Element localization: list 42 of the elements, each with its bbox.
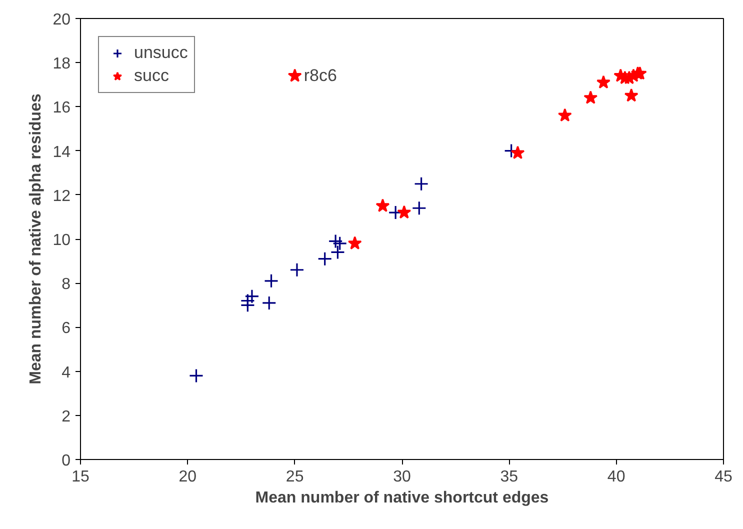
- y-tick-label: 2: [62, 408, 71, 426]
- point: [188, 368, 204, 384]
- x-tick-label: 35: [500, 468, 518, 486]
- point: [596, 75, 610, 89]
- x-tick-label: 25: [286, 468, 304, 486]
- y-axis-title: Mean number of native alpha residues: [28, 94, 45, 384]
- x-tick-label: 30: [393, 468, 411, 486]
- y-tick-label: 14: [52, 144, 71, 161]
- point: [414, 176, 429, 192]
- legend-label: unsucc: [134, 43, 188, 63]
- point: [624, 88, 638, 102]
- y-tick-label: 16: [52, 100, 71, 117]
- point: [584, 90, 598, 104]
- x-tick-label: 45: [714, 468, 732, 486]
- point: [328, 234, 343, 249]
- point: [558, 108, 572, 122]
- point: [330, 244, 345, 260]
- x-axis-title: Mean number of native shortcut edges: [255, 490, 549, 506]
- point: [376, 198, 390, 212]
- point: [397, 205, 412, 219]
- point: [332, 236, 348, 251]
- y-tick-label: 12: [52, 188, 71, 205]
- point: [318, 252, 332, 266]
- y-tick-label: 4: [62, 364, 71, 382]
- point: [262, 296, 276, 310]
- x-tick-label: 15: [72, 468, 90, 486]
- point: [412, 200, 426, 216]
- point: [290, 262, 304, 278]
- legend-label: succ: [134, 66, 169, 86]
- y-tick-label: 0: [62, 452, 71, 470]
- y-tick-label: 6: [62, 320, 71, 338]
- annotation: r8c6: [304, 66, 337, 85]
- y-tick-label: 18: [52, 56, 71, 73]
- y-tick-label: 10: [52, 232, 71, 249]
- point: [510, 146, 525, 160]
- y-tick-label: 8: [62, 276, 71, 294]
- x-tick-label: 20: [178, 468, 197, 486]
- x-tick-label: 40: [607, 468, 626, 486]
- point: [348, 236, 362, 250]
- y-tick-label: 20: [52, 12, 71, 28]
- point: [264, 274, 279, 288]
- point: [288, 68, 302, 82]
